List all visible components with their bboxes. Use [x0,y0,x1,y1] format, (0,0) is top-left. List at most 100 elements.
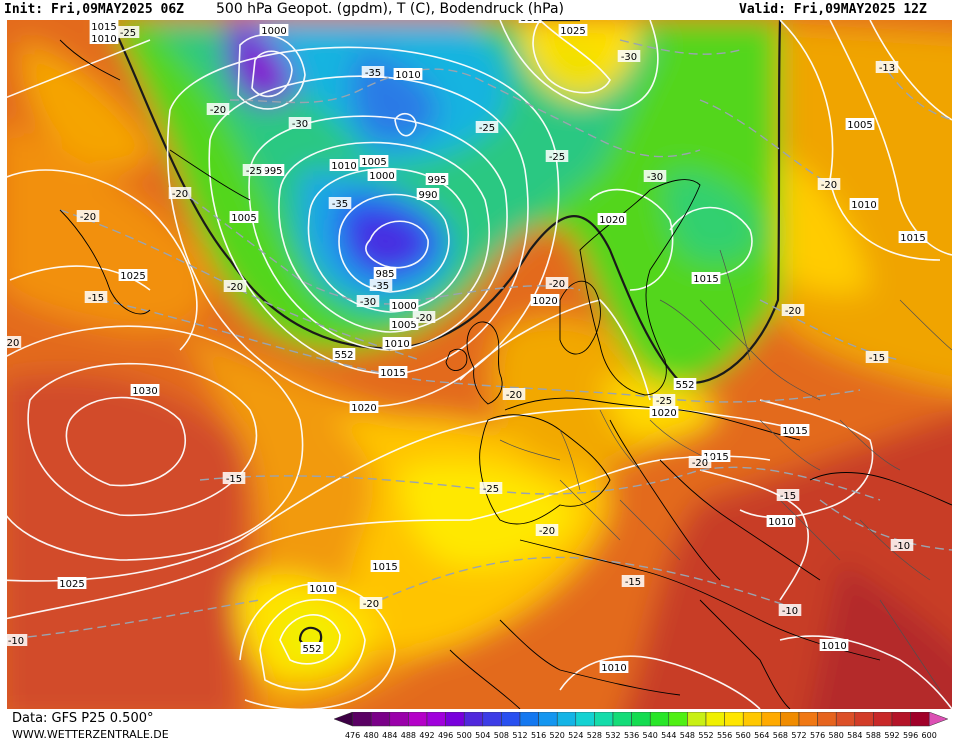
svg-text:1020: 1020 [351,403,376,414]
temperature-label: -20 [206,103,230,116]
legend-swatch [482,712,502,727]
svg-text:1015: 1015 [380,368,405,379]
legend-swatch [334,712,353,727]
legend-swatch [891,712,911,727]
legend-tick-label: 600 [922,731,937,740]
svg-text:-25: -25 [483,484,499,495]
svg-text:1015: 1015 [91,22,116,33]
legend-tick-label: 496 [438,731,453,740]
legend-tick-label: 572 [791,731,806,740]
temperature-label: -20 [412,311,436,324]
legend-tick-label: 508 [494,731,509,740]
legend-tick-label: 476 [345,731,360,740]
svg-text:-20: -20 [210,105,226,116]
svg-text:-15: -15 [226,474,242,485]
weather-map[interactable]: 1015 1010 1000 1010 1025 995 1010 1005 1000 995 99… [7,20,952,709]
legend-tick-label: 536 [624,731,639,740]
pressure-label: 995 [425,173,449,186]
svg-text:-10: -10 [782,606,798,617]
pressure-label: 1020 [597,213,627,226]
svg-text:1010: 1010 [91,34,116,45]
legend-swatch [798,712,818,727]
legend-swatch [910,712,930,727]
svg-text:1005: 1005 [847,120,872,131]
legend-tick-label: 504 [475,731,490,740]
temperature-label: -30 [288,117,312,130]
legend-tick-label: 492 [419,731,434,740]
temperature-label: -20 [781,304,805,317]
svg-text:-20: -20 [172,189,188,200]
color-scale-legend: 476 480 484 488 492 496 500 504 508 512 516 520 524 5… [334,712,949,740]
pressure-label: 1015 [378,366,408,379]
legend-swatch [928,712,949,727]
svg-text:-20: -20 [539,526,555,537]
pressure-label: 1010 [89,32,119,45]
temperature-label: -10 [890,539,914,552]
svg-text:-35: -35 [332,199,348,210]
pressure-label: 1030 [130,384,160,397]
svg-text:552: 552 [675,380,694,391]
svg-text:1005: 1005 [231,213,256,224]
legend-swatch [687,712,707,727]
svg-text:1010: 1010 [309,584,334,595]
svg-text:1025: 1025 [560,26,585,37]
svg-text:985: 985 [375,269,394,280]
temperature-label: -25 [545,150,569,163]
pressure-label: 1000 [259,24,289,37]
pressure-label: 1015 [89,20,119,33]
temperature-label: -25 [479,482,503,495]
pressure-label: 1025 [118,269,148,282]
svg-text:-10: -10 [8,636,24,647]
svg-text:1000: 1000 [261,26,286,37]
svg-text:-20: -20 [821,180,837,191]
legend-swatch [835,712,856,727]
svg-text:-25: -25 [549,152,565,163]
legend-tick-label: 488 [401,731,416,740]
svg-text:1015: 1015 [782,426,807,437]
svg-text:1020: 1020 [651,408,676,419]
legend-tick-label: 548 [680,731,695,740]
legend-swatch [408,712,428,727]
pressure-label: 1010 [819,639,849,652]
legend-swatch [742,712,763,727]
pressure-label: 1010 [382,337,412,350]
map-title: 500 hPa Geopot. (gpdm), T (C), Bodendruc… [216,1,564,17]
temperature-label: -20 [688,456,712,469]
legend-swatch [519,712,539,727]
legend-swatch [389,712,409,727]
pressure-label: 1015 [691,272,721,285]
pressure-label: 1005 [845,118,875,131]
legend-tick-label: 588 [866,731,881,740]
legend-tick-label: 592 [884,731,899,740]
pressure-label: 1010 [393,68,423,81]
legend-swatch [352,712,372,727]
pressure-label: 552 [300,642,324,655]
svg-text:-20: -20 [549,279,565,290]
svg-text:-15: -15 [625,577,641,588]
legend-swatch [631,712,651,727]
svg-text:-35: -35 [365,68,381,79]
legend-swatch [761,712,781,727]
svg-text:1005: 1005 [361,157,386,168]
pressure-label: 1000 [389,299,419,312]
legend-swatch [668,712,688,727]
legend-tick-label: 524 [568,731,583,740]
legend-tick-label: 556 [717,731,732,740]
legend-swatch [538,712,558,727]
legend-tick-label: 564 [754,731,769,740]
temperature-label: -30 [617,50,641,63]
temperature-label: -10 [7,634,28,647]
svg-text:-20: -20 [227,282,243,293]
temperature-label: -15 [222,472,246,485]
legend-tick-label: 532 [605,731,620,740]
svg-text:990: 990 [418,190,437,201]
temperature-label: -20 [168,187,192,200]
legend-swatch [780,712,800,727]
svg-text:-13: -13 [879,63,895,74]
pressure-label: 1015 [898,231,928,244]
svg-text:-35: -35 [373,281,389,292]
svg-text:-30: -30 [292,119,308,130]
svg-text:552: 552 [334,350,353,361]
